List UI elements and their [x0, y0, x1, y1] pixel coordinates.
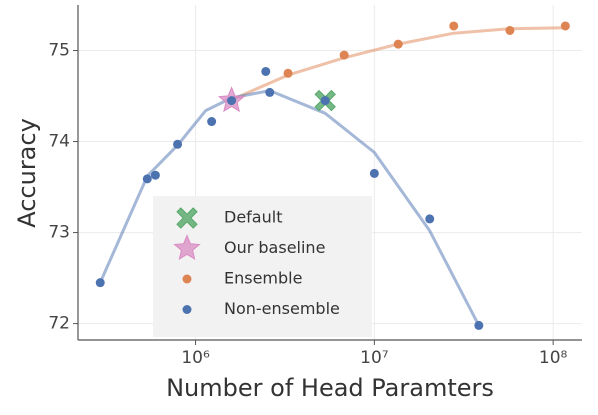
- point: [173, 139, 183, 149]
- legend-marker: [182, 274, 192, 284]
- y-tick-label: 72: [48, 314, 70, 334]
- point: [505, 25, 515, 35]
- point: [150, 170, 160, 180]
- legend-label: Ensemble: [224, 269, 302, 288]
- point: [560, 21, 570, 31]
- point: [393, 39, 403, 49]
- point: [95, 278, 105, 288]
- x-tick-label: 10⁸: [539, 348, 568, 368]
- y-tick-label: 73: [48, 223, 70, 243]
- point: [425, 214, 435, 224]
- point: [261, 66, 271, 76]
- point: [265, 87, 275, 97]
- point: [142, 174, 152, 184]
- y-tick-label: 74: [48, 132, 70, 152]
- legend-marker: [182, 305, 192, 314]
- legend-label: Our baseline: [224, 238, 325, 257]
- legend: Default Our baseline Ensemble Non-ensemble: [153, 196, 372, 337]
- legend-marker: [176, 207, 198, 229]
- legend-marker: [173, 234, 201, 261]
- point: [369, 168, 379, 178]
- point: [474, 320, 484, 330]
- y-axis-label: Accuracy: [13, 118, 41, 228]
- point: [207, 117, 217, 127]
- point: [449, 21, 459, 31]
- point: [283, 68, 293, 78]
- x-tick-label: 10⁷: [360, 348, 389, 368]
- point: [227, 96, 237, 106]
- fit-line: [98, 89, 481, 327]
- x-axis-label: Number of Head Paramters: [166, 374, 494, 402]
- y-tick-label: 75: [48, 41, 70, 61]
- legend-label: Non-ensemble: [224, 299, 340, 318]
- fit-line: [231, 26, 566, 102]
- point: [339, 50, 349, 60]
- legend-label: Default: [224, 208, 282, 227]
- x-tick-label: 10⁶: [181, 348, 210, 368]
- point: [320, 96, 330, 106]
